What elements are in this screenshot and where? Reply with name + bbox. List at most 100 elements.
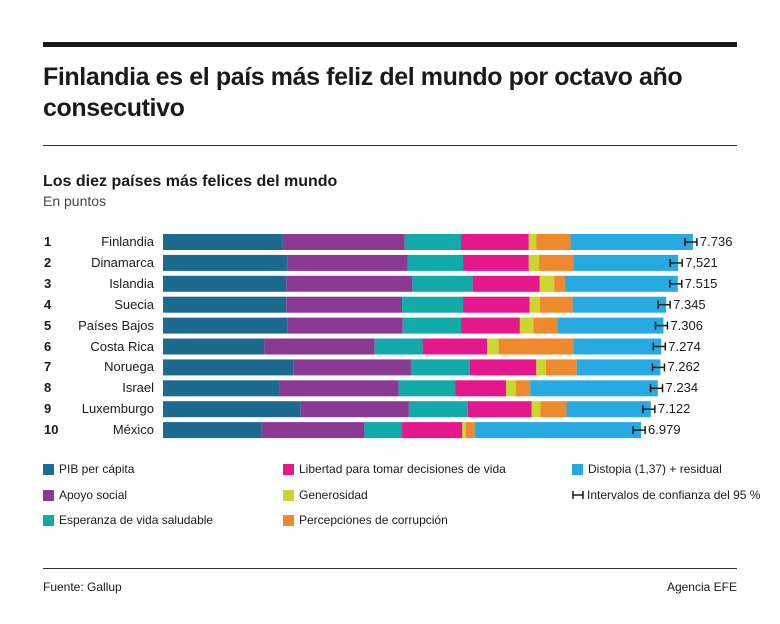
legend-label: Percepciones de corrupción (299, 513, 448, 527)
bar-segment (402, 296, 464, 313)
bar-segment (163, 380, 280, 397)
bar-segment (539, 296, 573, 313)
legend-swatch (283, 489, 294, 501)
bar-segment (398, 380, 456, 397)
total-value-label: 7.234 (665, 380, 699, 396)
legend-item: Apoyo social (43, 488, 127, 502)
error-bar (642, 405, 656, 414)
bar-segment (566, 401, 651, 418)
bar-segment (531, 401, 541, 418)
legend-label: Apoyo social (59, 488, 128, 502)
rank-label: 2 (44, 254, 52, 270)
legend-item: Libertad para tomar decisiones de vida (283, 462, 506, 476)
country-label: Costa Rica (90, 338, 154, 354)
country-label: Finlandia (101, 234, 154, 249)
error-bar (684, 238, 698, 246)
bar-segment (364, 422, 403, 439)
total-value-label: 6.979 (648, 422, 681, 438)
legend-swatch (43, 489, 54, 501)
bar-segment (163, 401, 301, 418)
error-bar (651, 363, 666, 372)
legend-swatch (283, 514, 294, 526)
legend-swatch (43, 514, 54, 526)
bar-segment (163, 296, 287, 313)
bar-segment (402, 422, 463, 439)
legend-label: Intervalos de confianza del 95 % (587, 488, 761, 502)
legend-label: Generosidad (299, 488, 368, 502)
bar-segment (455, 380, 507, 397)
bar-segment (287, 317, 403, 334)
country-label: Luxemburgo (81, 401, 154, 417)
bar-segment (287, 254, 408, 271)
rank-label: 9 (44, 401, 52, 417)
bar-segment (286, 296, 403, 313)
bar-segment (407, 254, 464, 271)
bar-segment (163, 359, 294, 376)
legend-item: Generosidad (283, 488, 368, 502)
bar-segment (554, 275, 566, 292)
bar-segment (519, 317, 534, 334)
total-value-label: 7.736 (699, 234, 733, 249)
top-rule (43, 42, 737, 47)
legend-swatch (283, 463, 294, 475)
bar-segment (286, 275, 413, 292)
total-value-label: 7,521 (685, 254, 718, 270)
bar-segment (463, 254, 529, 271)
bar-segment (573, 338, 662, 355)
bar-segment (412, 275, 473, 292)
country-label: Islandia (109, 275, 154, 291)
bar-segment (402, 317, 461, 334)
bar-segment (506, 380, 516, 397)
legend-item: Esperanza de vida saludable (43, 513, 213, 527)
bar-segment (408, 401, 468, 418)
rank-label: 3 (44, 275, 52, 291)
rank-label: 4 (44, 296, 52, 312)
error-bar (669, 258, 683, 267)
rank-label: 5 (44, 317, 52, 333)
error-bar (649, 384, 664, 393)
country-label: Noruega (104, 359, 154, 375)
bar-segment (536, 359, 546, 376)
bar-segment (460, 317, 520, 334)
rank-label: 10 (44, 422, 59, 438)
error-bar (632, 426, 646, 435)
bar-segment (576, 359, 661, 376)
bar-segment (163, 275, 287, 292)
bar-segment (539, 275, 555, 292)
bar-segment (374, 338, 423, 355)
rank-label: 8 (44, 380, 52, 396)
bar-segment (163, 254, 288, 271)
total-value-label: 7.122 (657, 401, 691, 417)
error-bar (669, 279, 683, 288)
rank-label: 1 (44, 234, 52, 249)
bar-segment (528, 234, 537, 250)
bar-segment (404, 234, 461, 250)
bar-segment (163, 338, 265, 355)
country-label: Países Bajos (78, 317, 154, 333)
legend-label: Distopia (1,37) + residual (588, 462, 722, 476)
legend-swatch (572, 463, 583, 475)
bar-segment (410, 359, 470, 376)
legend-item: Percepciones de corrupción (283, 513, 448, 527)
legend-label: Esperanza de vida saludable (59, 513, 214, 527)
bar-segment (300, 401, 409, 418)
country-label: Suecia (114, 296, 154, 312)
rank-label: 6 (44, 338, 52, 354)
total-value-label: 7.345 (673, 296, 706, 312)
rank-label: 7 (44, 359, 52, 375)
country-label: Dinamarca (91, 254, 154, 270)
bar-segment (572, 296, 667, 313)
bar-segment (279, 380, 399, 397)
bar-segment (472, 275, 540, 292)
agency-text: Agencia EFE (666, 580, 737, 594)
legend-swatch (43, 463, 54, 475)
bar-segment (465, 422, 475, 439)
bar-segment (422, 338, 488, 355)
bar-segment (530, 380, 658, 397)
bar-segment (528, 254, 540, 271)
chart-subtitle: En puntos (43, 193, 107, 209)
bar-segment (460, 234, 529, 250)
bar-segment (570, 234, 693, 250)
bar-segment (261, 422, 365, 439)
